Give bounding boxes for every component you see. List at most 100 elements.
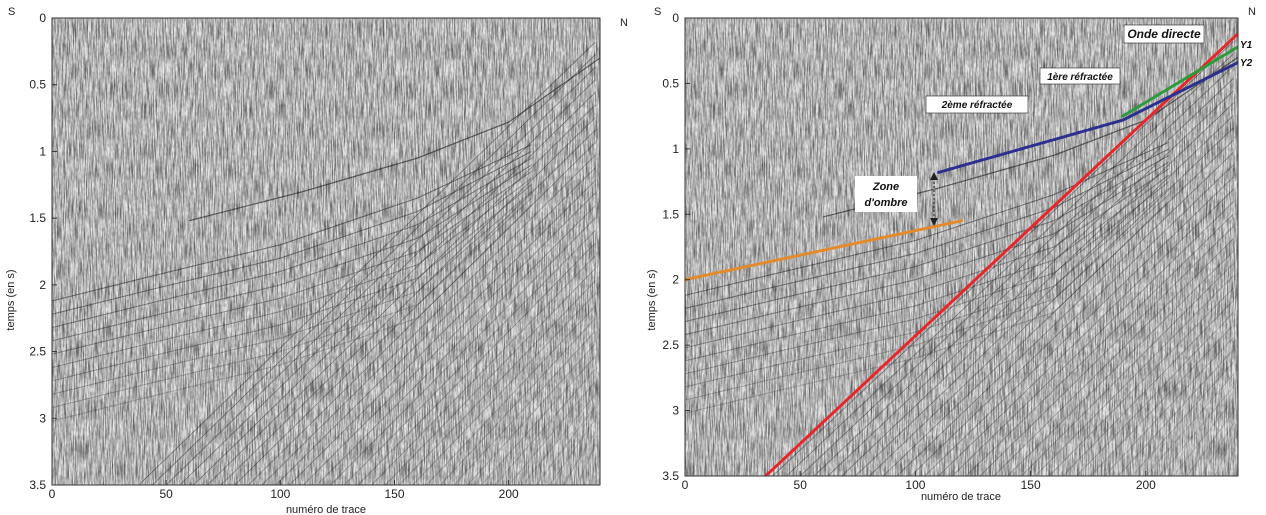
seismic-event: [549, 418, 596, 485]
seismic-event: [882, 139, 1234, 476]
picked-line-2: [937, 61, 1238, 174]
seismic-event: [371, 255, 596, 485]
annotation-direct-wave-text: Onde directe: [1127, 27, 1201, 41]
left-y-tick-label: 0: [39, 11, 46, 25]
seismic-event: [467, 343, 596, 485]
seismic-event: [453, 330, 596, 485]
seismic-event: [685, 174, 1170, 362]
left-y-tick-label: 2: [39, 278, 46, 292]
seismic-event: [1090, 324, 1234, 476]
seismic-event: [855, 115, 1234, 476]
right-corner-north: N: [1248, 6, 1256, 18]
seismic-event: [1214, 435, 1234, 476]
right-y-tick-label: 1.5: [662, 207, 679, 221]
left-corner-south: S: [8, 6, 15, 18]
annotation-shadow-zone: Zone d'ombre: [855, 176, 917, 212]
right-x-tick-label: 50: [794, 478, 808, 492]
seismic-event: [827, 90, 1234, 476]
left-corner-north: N: [620, 17, 628, 29]
annotation-second-refracted-text: 2ème réfractée: [941, 100, 1013, 111]
left-y-tick-label: 2.5: [29, 345, 46, 359]
seismic-event: [1186, 411, 1234, 476]
picked-line-0: [764, 32, 1238, 476]
left-axis-ticks: 0 50 100 150 200 0 0.5 1 1.5 2 2.5 3 3.5: [29, 11, 519, 501]
right-plot-frame: [684, 17, 1239, 477]
seismic-event: [685, 141, 1170, 296]
shadow-zone-arrow: [930, 172, 938, 226]
seismic-event: [316, 205, 596, 485]
right-y-tick-label: 3: [672, 404, 679, 418]
seismic-event: [563, 431, 596, 485]
seismic-event: [1076, 312, 1234, 476]
right-y-axis-title: temps (en s): [646, 269, 658, 330]
seismic-event: [1021, 263, 1234, 476]
annotation-first-refracted: 1ère réfractée: [1039, 67, 1121, 85]
seismic-event: [1159, 386, 1234, 476]
left-y-tick-label: 1.5: [29, 211, 46, 225]
seismic-event: [1104, 337, 1234, 476]
seismic-event: [685, 187, 1170, 388]
seismic-event: [841, 102, 1234, 476]
right-x-tick-label: 0: [682, 478, 689, 492]
seismic-event: [220, 117, 596, 485]
seismic-event: [52, 204, 532, 422]
seismic-event: [330, 217, 596, 485]
annotation-direct-wave: Onde directe: [1123, 24, 1205, 44]
seismic-event: [786, 53, 1234, 476]
seismic-event: [1228, 448, 1234, 476]
seismic-event: [685, 181, 1170, 375]
seismic-event: [193, 91, 596, 485]
seismic-event: [1034, 275, 1234, 476]
right-picked-lines: [685, 32, 1238, 476]
seismic-event: [494, 368, 596, 485]
seismic-event: [1145, 374, 1234, 476]
right-y-tick-label: 1: [672, 142, 679, 156]
right-x-tick-label: 100: [905, 478, 925, 492]
label-y1: Y1: [1240, 40, 1253, 51]
seismic-event: [52, 150, 532, 315]
seismic-event: [289, 179, 596, 485]
right-reflection-events: [685, 41, 1238, 476]
seismic-event: [965, 213, 1234, 476]
left-seismic-texture: [52, 18, 600, 485]
seismic-event: [52, 164, 532, 342]
seismic-event: [52, 170, 532, 355]
right-x-axis-title: numéro de trace: [921, 491, 1001, 503]
seismic-event: [343, 230, 596, 485]
seismic-event: [152, 54, 596, 485]
right-y-tick-label: 2.5: [662, 338, 679, 352]
right-y-tick-label: 0: [672, 11, 679, 25]
seismic-event: [938, 189, 1234, 476]
seismic-event: [522, 393, 596, 485]
seismic-event: [426, 305, 596, 485]
seismic-event: [951, 201, 1234, 476]
seismic-event: [275, 167, 596, 485]
seismic-event: [772, 41, 1234, 476]
seismic-event: [535, 406, 596, 485]
right-y-tick-label: 3.5: [662, 469, 679, 483]
seismic-event: [52, 157, 532, 329]
seismic-event: [1117, 349, 1234, 476]
seismic-event: [910, 164, 1234, 476]
seismic-event: [385, 267, 596, 485]
annotation-shadow-zone-line1: Zone: [872, 181, 899, 193]
seismic-event: [1062, 300, 1234, 476]
picked-line-1: [1121, 45, 1238, 118]
seismic-event: [302, 192, 596, 485]
right-x-tick-label: 200: [1136, 478, 1156, 492]
left-x-tick-label: 0: [49, 487, 56, 501]
seismic-event: [52, 177, 532, 369]
seismic-event: [685, 161, 1170, 336]
seismic-event: [138, 41, 596, 485]
left-x-tick-label: 200: [499, 487, 519, 501]
left-y-tick-label: 1: [39, 144, 46, 158]
left-reflection-events: [52, 41, 600, 485]
right-x-tick-label: 150: [1021, 478, 1041, 492]
seismic-event: [685, 200, 1170, 414]
picked-line-3: [685, 219, 963, 282]
annotation-first-refracted-text: 1ère réfractée: [1047, 72, 1113, 83]
right-corner-south: S: [654, 6, 661, 18]
seismic-event: [685, 154, 1170, 323]
seismic-event: [248, 142, 596, 485]
